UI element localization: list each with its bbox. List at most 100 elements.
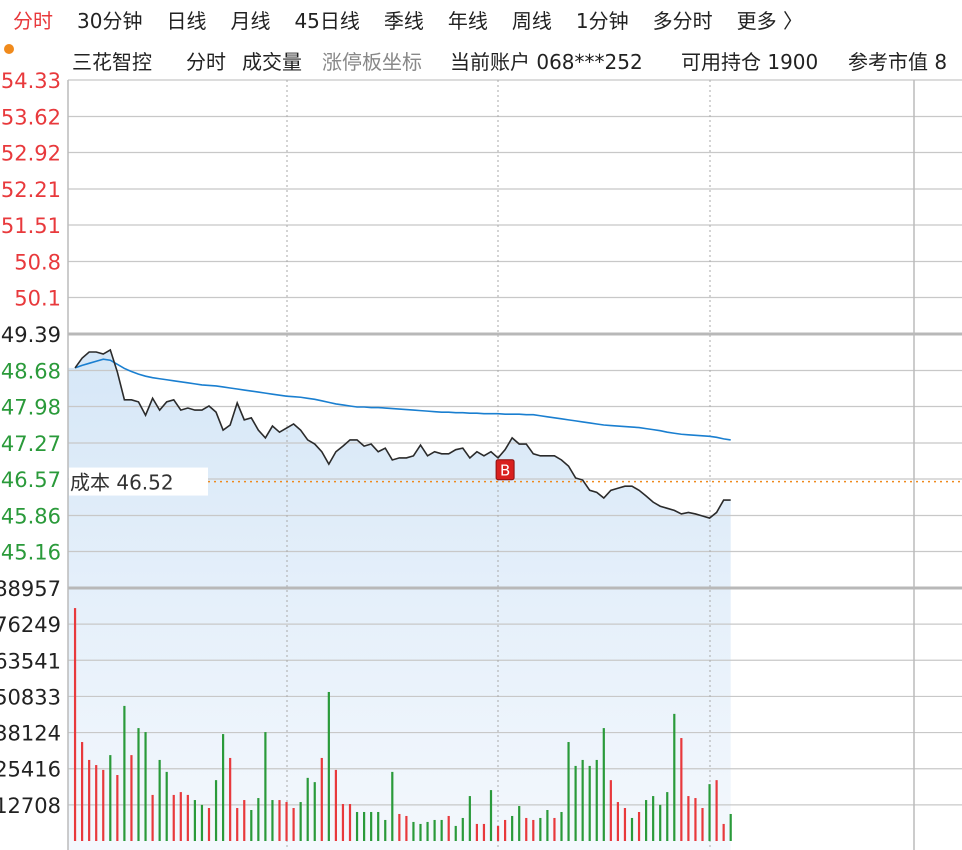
- average-line: [74, 358, 731, 441]
- volume-bar: [243, 800, 246, 841]
- y-tick-label: 46.57: [1, 468, 61, 492]
- volume-bar: [574, 765, 577, 841]
- y-tick-label: 49.39: [1, 323, 61, 347]
- volume-bar: [144, 732, 147, 841]
- volume-bar: [200, 804, 204, 841]
- tab[interactable]: 分时: [13, 8, 53, 33]
- tab[interactable]: 周线: [511, 8, 552, 33]
- cost-label: 成本 46.52: [70, 471, 174, 495]
- y-tick-label: 52.21: [1, 178, 61, 202]
- volume-bar: [334, 769, 337, 841]
- volume-bar: [433, 819, 436, 841]
- volume-bar: [447, 815, 450, 841]
- volume-bar: [454, 825, 457, 841]
- price-line: [74, 348, 731, 519]
- volume-bar: [623, 808, 627, 841]
- volume-bar: [158, 759, 161, 841]
- tab[interactable]: 45日线: [294, 8, 360, 33]
- volume-bar: [630, 817, 634, 841]
- volume-bar: [687, 796, 690, 841]
- volume-bar: [553, 817, 556, 841]
- y-tick-label: 54.33: [1, 69, 61, 93]
- volume-bar: [722, 823, 725, 841]
- volume-bar: [151, 794, 154, 841]
- volume-bar: [278, 800, 281, 841]
- volume-bar: [377, 811, 380, 841]
- header-item[interactable]: 涨停板坐标: [322, 50, 422, 74]
- volume-bar: [179, 792, 182, 841]
- volume-bar: [518, 806, 521, 841]
- volume-bar: [186, 794, 189, 841]
- volume-bar: [257, 798, 260, 841]
- volume-bar: [264, 732, 267, 841]
- volume-bar: [645, 800, 648, 841]
- y-tick-label: 45.86: [1, 505, 61, 529]
- volume-bar: [468, 796, 471, 841]
- volume-bar: [130, 755, 133, 841]
- volume-bar: [405, 815, 408, 841]
- volume-bar: [214, 780, 218, 841]
- volume-bar: [504, 819, 507, 841]
- y-tick-label: 48.68: [1, 360, 61, 384]
- volume-bar: [363, 811, 366, 841]
- tab[interactable]: 年线: [447, 8, 488, 33]
- volume-bar: [602, 728, 605, 841]
- chart-header: 三花智控 分时 成交量 涨停板坐标 当前账户 068***252 可用持仓 19…: [0, 40, 962, 78]
- volume-bar: [398, 813, 401, 841]
- volume-bar: [412, 821, 415, 841]
- volume-bar: [595, 759, 598, 841]
- volume-bar: [292, 808, 295, 841]
- volume-bar: [539, 817, 542, 841]
- volume-bar: [588, 765, 591, 841]
- volume-bar: [193, 800, 196, 841]
- volume-bar: [370, 811, 373, 841]
- cost-label-value: 46.52: [116, 471, 173, 495]
- y-tick-label: 50833: [0, 685, 61, 709]
- volume-bar: [250, 809, 253, 841]
- header-item[interactable]: 分时: [186, 50, 226, 74]
- volume-bar: [123, 705, 126, 841]
- volume-bar: [426, 821, 429, 841]
- volume-bar: [560, 811, 563, 841]
- tab[interactable]: 30分钟: [77, 8, 143, 33]
- header-item[interactable]: 成交量: [242, 50, 302, 74]
- volume-bar: [313, 782, 316, 841]
- tab[interactable]: 月线: [230, 8, 271, 33]
- volume-bar: [229, 757, 232, 841]
- volume-bar: [532, 819, 535, 841]
- volume-bar: [320, 757, 323, 841]
- cost-label-bg: [69, 467, 208, 496]
- tab-bar: 分时 30分钟 日线 月线 45日线 季线 年线 周线 1分钟 多分时 更多 〉: [0, 0, 962, 38]
- tab[interactable]: 日线: [166, 8, 207, 33]
- volume-bar: [680, 738, 683, 841]
- volume-bar: [461, 817, 464, 841]
- volume-bar: [482, 823, 486, 841]
- price-area: [68, 349, 731, 850]
- volume-bar: [511, 815, 514, 841]
- trade-marker: [495, 459, 515, 481]
- volume-bar: [609, 780, 612, 841]
- volume-bar: [384, 819, 387, 841]
- volume-bar: [666, 792, 669, 841]
- volume-bar: [419, 823, 422, 841]
- volume-bar: [391, 771, 394, 841]
- y-tick-label: 50.8: [14, 251, 61, 275]
- tab[interactable]: 更多 〉: [736, 8, 803, 33]
- volume-bar: [729, 813, 732, 841]
- volume-bar: [652, 796, 655, 841]
- y-tick-label: 25416: [0, 758, 61, 782]
- y-tick-label: 51.51: [1, 214, 61, 238]
- account: 当前账户 068***252: [450, 50, 643, 74]
- tab[interactable]: 1分钟: [575, 8, 629, 33]
- volume-bar: [116, 775, 119, 841]
- tab[interactable]: 多分时: [652, 8, 713, 33]
- volume-bar: [355, 811, 359, 841]
- volume-bar: [73, 608, 77, 841]
- volume-bar: [440, 819, 443, 841]
- volume-bar: [546, 809, 549, 841]
- volume-bar: [165, 771, 168, 841]
- volume-bar: [701, 808, 704, 841]
- tab[interactable]: 季线: [383, 8, 424, 33]
